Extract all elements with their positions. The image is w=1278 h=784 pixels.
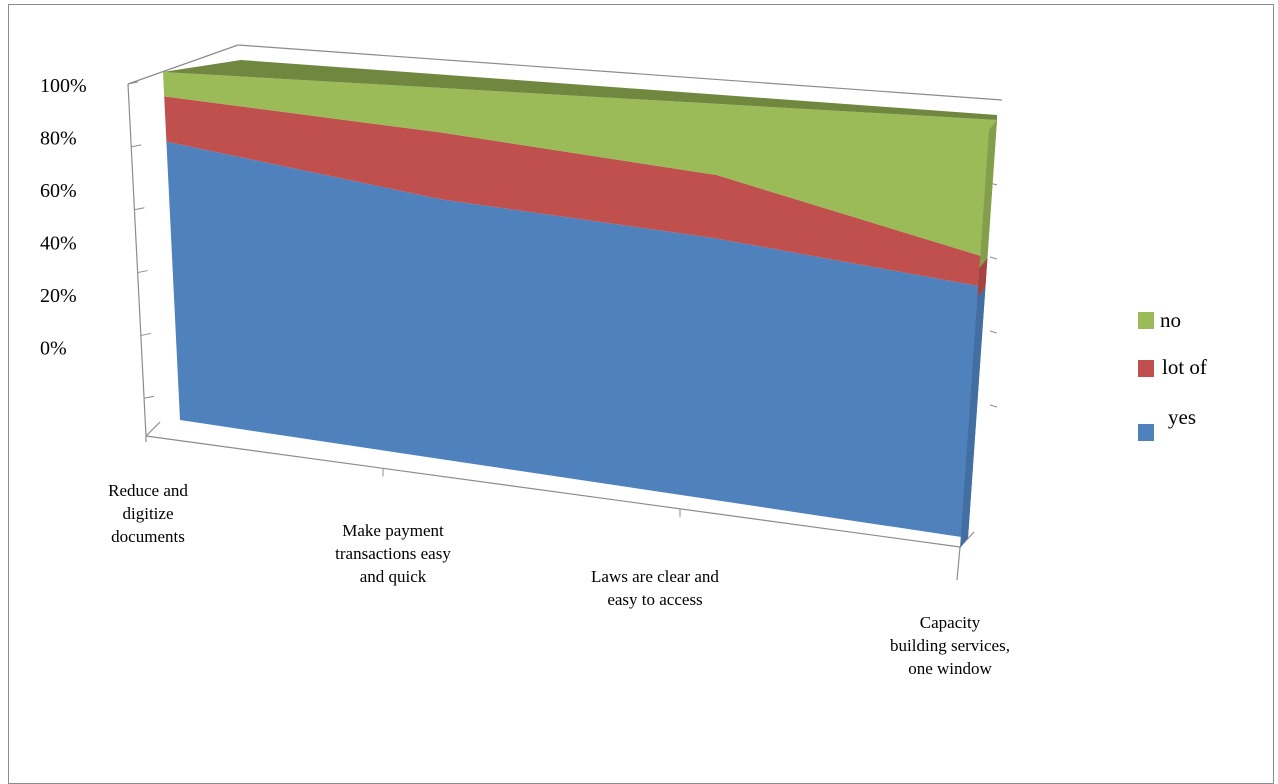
chart-walls xyxy=(127,44,1003,581)
legend-swatch-yes xyxy=(1138,424,1154,441)
right-tick xyxy=(989,256,998,260)
legend-label-yes: yes xyxy=(1168,405,1196,429)
y-tick-label: 60% xyxy=(40,180,77,202)
category-label-line: building services, xyxy=(890,636,1010,655)
back-top-edge-left xyxy=(127,44,239,85)
legend-swatch-no xyxy=(1138,312,1154,329)
category-label-line: documents xyxy=(111,527,185,546)
area-top-surface xyxy=(163,60,997,120)
floor-right-drop xyxy=(956,546,961,581)
area-side-no xyxy=(979,120,997,268)
category-label-line: and quick xyxy=(360,567,427,586)
left-wall-tick xyxy=(134,207,145,211)
y-tick-label: 40% xyxy=(40,233,77,255)
category-label-line: one window xyxy=(908,659,992,678)
category-label: Reduce and digitize documents xyxy=(108,481,188,546)
y-tick-label: 20% xyxy=(40,285,77,307)
y-axis-tick-labels: 100% 80% 60% 40% 20% 0% xyxy=(40,75,87,360)
y-tick-label: 100% xyxy=(40,75,87,97)
category-label-line: Make payment xyxy=(342,521,444,540)
floor-left-edge xyxy=(145,421,161,437)
area-no xyxy=(163,72,997,258)
category-label-line: transactions easy xyxy=(335,544,451,563)
right-tick xyxy=(989,330,998,334)
category-label: Make payment transactions easy and quick xyxy=(335,521,451,586)
left-wall-edge xyxy=(127,83,147,437)
left-wall-tick xyxy=(140,332,151,336)
area-lot-of xyxy=(164,96,988,288)
category-label-line: Reduce and xyxy=(108,481,188,500)
chart-areas xyxy=(163,60,997,548)
legend-label-lot-of: lot of xyxy=(1162,355,1207,379)
left-wall-tick xyxy=(143,395,155,399)
left-wall-tick xyxy=(127,81,139,85)
category-label-line: Laws are clear and xyxy=(591,567,719,586)
floor-front-edge xyxy=(145,435,961,548)
left-wall-tick xyxy=(137,270,148,274)
x-axis-category-labels: Reduce and digitize documents Make payment t… xyxy=(108,481,1010,678)
category-label: Laws are clear and easy to access xyxy=(591,567,719,609)
y-tick-label: 0% xyxy=(40,338,67,360)
area-yes xyxy=(166,141,986,538)
back-top-edge xyxy=(237,44,1003,101)
category-label: Capacity building services, one window xyxy=(890,613,1010,678)
left-wall-tick xyxy=(131,144,142,148)
chart-legend: no lot of yes xyxy=(1138,308,1207,441)
area-side-yes xyxy=(960,287,986,548)
legend-label-no: no xyxy=(1160,308,1181,332)
legend-swatch-lot-of xyxy=(1138,360,1154,377)
area-side-lot-of xyxy=(977,257,988,298)
right-tick xyxy=(989,404,998,408)
category-label-line: digitize xyxy=(123,504,174,523)
y-tick-label: 80% xyxy=(40,128,77,150)
category-label-line: easy to access xyxy=(607,590,702,609)
category-label-line: Capacity xyxy=(920,613,981,632)
